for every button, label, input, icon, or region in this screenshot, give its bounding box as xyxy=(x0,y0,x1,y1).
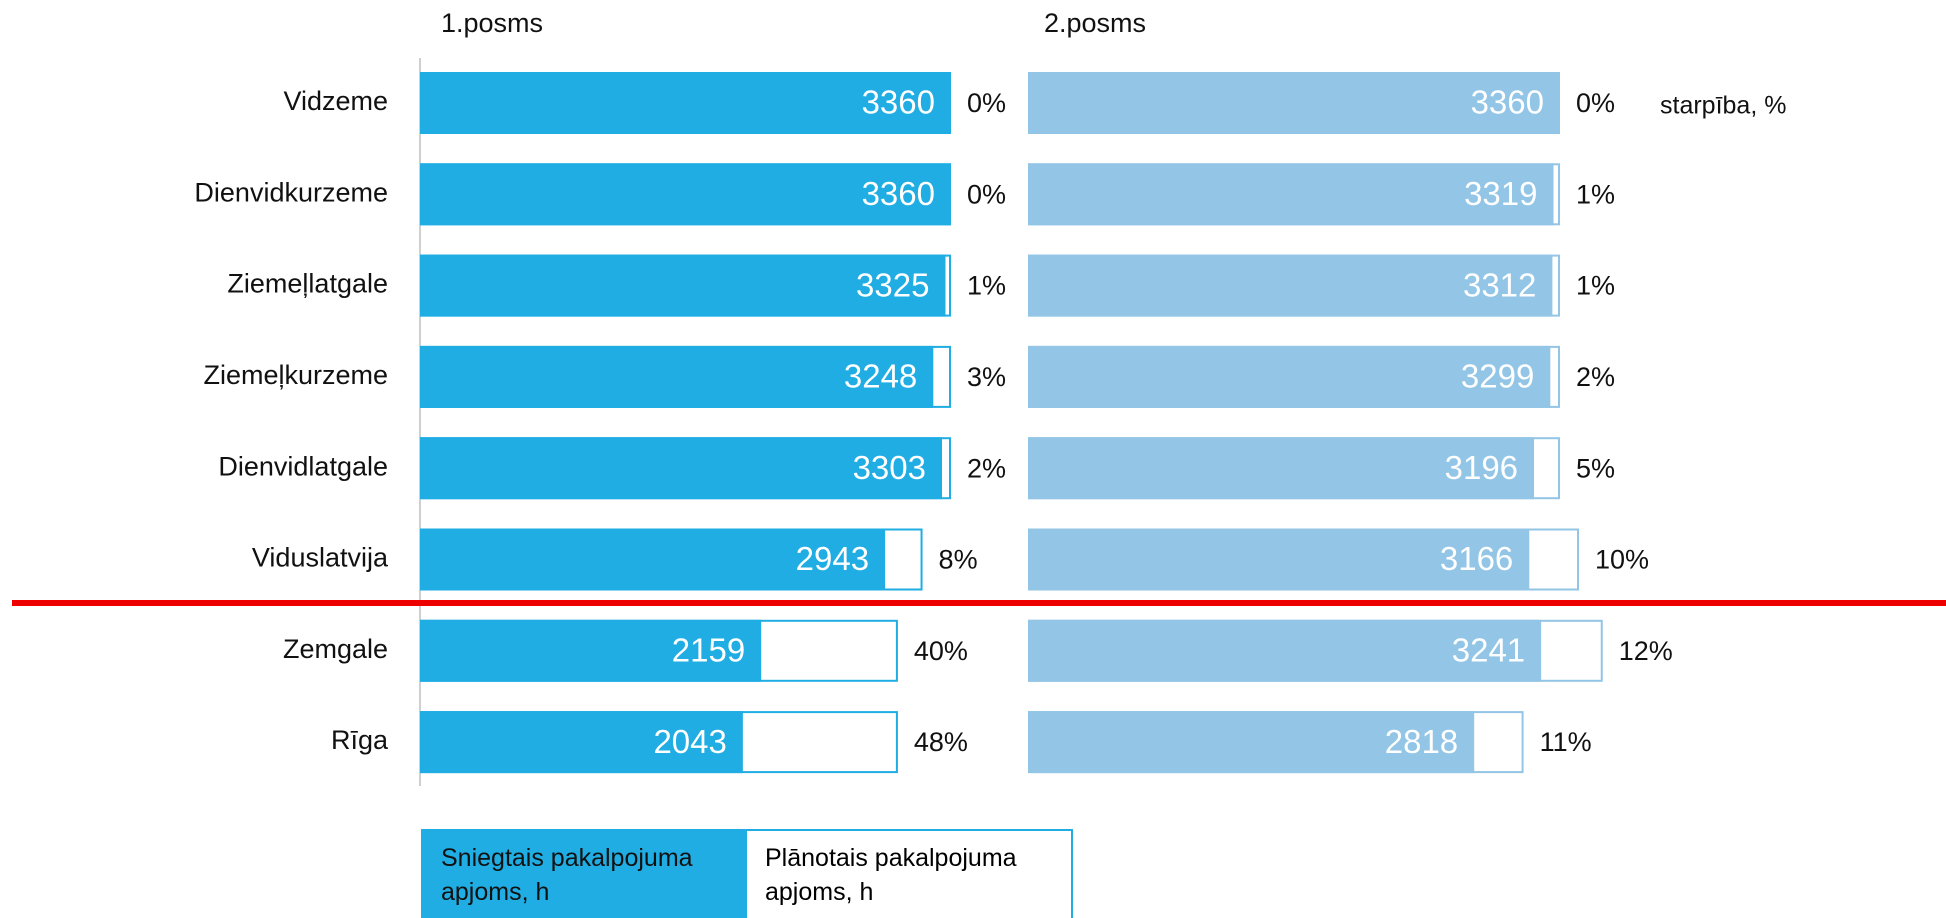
data-label: 3303 xyxy=(853,449,926,486)
difference-label: 5% xyxy=(1576,453,1615,483)
delivered-bar xyxy=(1028,528,1530,591)
delivered-bar xyxy=(420,528,886,591)
delivered-bar xyxy=(1028,72,1560,134)
data-label: 3196 xyxy=(1445,449,1518,486)
data-label: 3325 xyxy=(856,266,929,303)
panel-title: 1.posms xyxy=(441,8,543,38)
data-label: 3299 xyxy=(1461,358,1534,395)
difference-label: 12% xyxy=(1619,636,1673,666)
difference-label: 11% xyxy=(1540,727,1592,757)
difference-label: 40% xyxy=(914,636,968,666)
difference-label: 8% xyxy=(939,545,978,575)
data-label: 3360 xyxy=(862,175,935,212)
difference-label: 0% xyxy=(967,179,1006,209)
delivered-bar xyxy=(1028,163,1554,226)
category-label: Vidzeme xyxy=(283,86,388,116)
category-label: Dienvidkurzeme xyxy=(194,177,388,207)
delivered-bar xyxy=(1028,619,1542,682)
legend: Sniegtais pakalpojuma apjoms, h Plānotai… xyxy=(421,829,1073,918)
panel-title: 2.posms xyxy=(1044,8,1146,38)
annotation: starpība, % xyxy=(1660,92,1786,120)
category-label: Dienvidlatgale xyxy=(218,451,388,481)
data-label: 3360 xyxy=(1471,84,1544,121)
difference-label: 0% xyxy=(1576,88,1615,118)
delivered-bar xyxy=(420,72,951,134)
data-label: 3166 xyxy=(1440,540,1513,577)
data-label: 2159 xyxy=(672,632,745,669)
delivered-bar xyxy=(1028,345,1551,408)
difference-label: 3% xyxy=(967,362,1006,392)
delivered-bar xyxy=(420,254,946,317)
data-label: 2943 xyxy=(796,540,869,577)
difference-label: 0% xyxy=(967,88,1006,118)
data-label: 3319 xyxy=(1464,175,1537,212)
delivered-bar xyxy=(1028,254,1553,317)
category-label: Viduslatvija xyxy=(252,543,389,573)
data-label: 3241 xyxy=(1452,632,1525,669)
difference-label: 1% xyxy=(1576,271,1615,301)
legend-item: Sniegtais pakalpojuma apjoms, h xyxy=(423,831,747,918)
delivered-bar xyxy=(1028,437,1535,500)
data-label: 3312 xyxy=(1463,266,1536,303)
category-label: Ziemeļkurzeme xyxy=(203,360,388,390)
difference-label: 48% xyxy=(914,727,968,757)
data-label: 3248 xyxy=(844,358,917,395)
delivered-bar xyxy=(420,711,743,774)
category-label: Rīga xyxy=(331,725,389,755)
category-label: Ziemeļlatgale xyxy=(227,269,388,299)
legend-item: Plānotais pakalpojuma apjoms, h xyxy=(765,844,1017,906)
difference-label: 2% xyxy=(1576,362,1615,392)
data-label: 2818 xyxy=(1385,723,1458,760)
delivered-bar xyxy=(1028,711,1475,774)
difference-label: 1% xyxy=(967,271,1006,301)
data-label: 2043 xyxy=(653,723,726,760)
delivered-bar xyxy=(420,619,762,682)
delivered-bar xyxy=(420,345,934,408)
category-label: Zemgale xyxy=(283,634,388,664)
delivered-bar xyxy=(420,437,942,500)
difference-label: 1% xyxy=(1576,179,1615,209)
difference-label: 2% xyxy=(967,453,1006,483)
data-label: 3360 xyxy=(862,84,935,121)
delivered-bar xyxy=(420,163,951,226)
difference-label: 10% xyxy=(1595,545,1649,575)
